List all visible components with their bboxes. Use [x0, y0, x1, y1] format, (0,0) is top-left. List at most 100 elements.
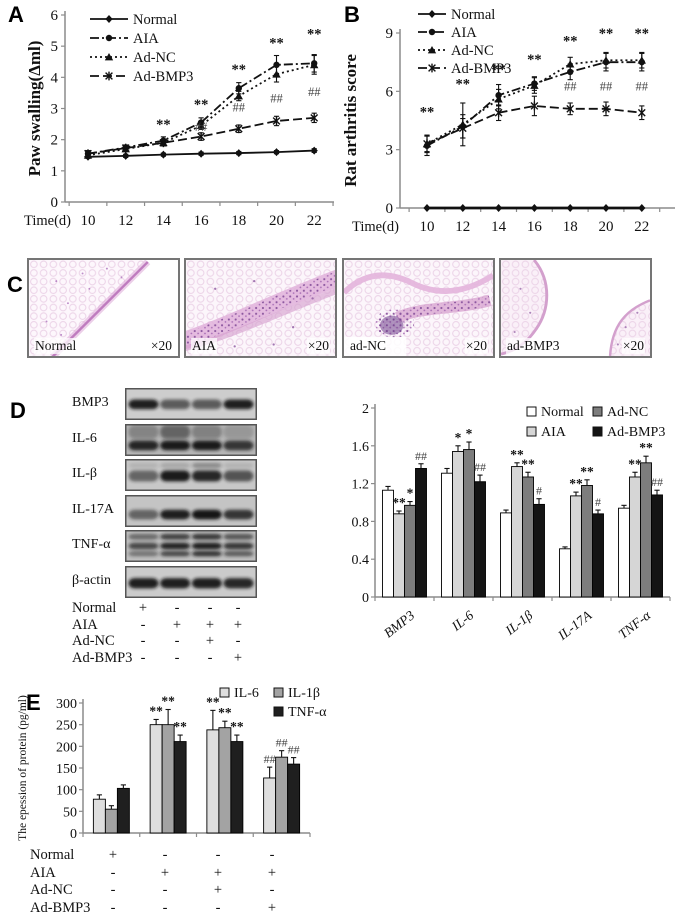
svg-text:16: 16 [527, 219, 543, 235]
svg-text:Ad-NC: Ad-NC [133, 50, 176, 66]
condition-cell: + [267, 864, 277, 881]
condition-cell: - [140, 649, 146, 666]
svg-text:**: ** [230, 719, 244, 734]
blot-row-label: BMP3 [72, 395, 109, 410]
svg-text:Ad-BMP3: Ad-BMP3 [607, 425, 665, 440]
svg-text:0: 0 [70, 827, 77, 842]
svg-text:Paw swalling(Δml): Paw swalling(Δml) [25, 41, 44, 177]
svg-text:**: ** [194, 97, 209, 113]
condition-cell: + [213, 882, 223, 898]
condition-row-label: AIA [72, 616, 98, 633]
magnification-label: ×20 [621, 338, 645, 354]
svg-text:6: 6 [386, 84, 394, 100]
svg-text:IL-1β: IL-1β [288, 686, 320, 701]
condition-cell: - [162, 882, 168, 898]
condition-cell: + [233, 616, 243, 633]
svg-text:IL-6: IL-6 [234, 686, 259, 701]
blot-image-IL-17A [125, 494, 257, 527]
svg-text:**: ** [392, 495, 406, 510]
condition-cell: + [213, 864, 223, 881]
svg-text:Normal: Normal [133, 12, 177, 28]
svg-text:12: 12 [118, 213, 133, 229]
blot-image-β-actin [125, 565, 257, 598]
condition-row-label: Ad-BMP3 [72, 649, 133, 666]
magnification-label: ×20 [149, 338, 173, 354]
series-AIA [393, 445, 641, 598]
condition-cell: - [110, 864, 116, 881]
condition-row-label: Ad-NC [72, 633, 115, 649]
axes [61, 11, 334, 206]
condition-cell: - [207, 649, 213, 666]
condition-row-label: Normal [72, 600, 117, 616]
svg-text:Time(d): Time(d) [24, 213, 71, 229]
svg-text:#: # [595, 495, 601, 509]
svg-text:0.4: 0.4 [352, 553, 370, 568]
panel-d-bar-chart: 00.40.81.21.62*****************########B… [352, 402, 671, 644]
svg-text:TNF-α: TNF-α [615, 607, 654, 642]
svg-text:14: 14 [491, 219, 507, 235]
series-Ad-BMP3 [84, 112, 319, 159]
svg-text:50: 50 [63, 805, 77, 820]
svg-text:22: 22 [307, 213, 322, 229]
svg-text:AIA: AIA [133, 31, 159, 47]
svg-text:0.8: 0.8 [352, 515, 370, 530]
svg-text:**: ** [599, 26, 614, 42]
legend: Normal AIA Ad-NC Ad-BMP3 [90, 12, 193, 85]
svg-text:2: 2 [362, 402, 369, 417]
svg-text:**: ** [521, 456, 535, 471]
svg-text:1.6: 1.6 [352, 440, 370, 455]
panel-label-c: C [7, 272, 23, 297]
svg-text:AIA: AIA [451, 25, 477, 41]
svg-text:**: ** [635, 26, 650, 42]
panel-label-b: B [344, 2, 360, 27]
svg-text:*: * [466, 426, 473, 441]
condition-cell: - [269, 882, 275, 898]
svg-text:10: 10 [420, 219, 435, 235]
histology-image-ad-nc: ad-NC ×20 [342, 258, 495, 358]
condition-cell: - [174, 649, 180, 666]
svg-text:**: ** [527, 52, 542, 68]
series-Ad-BMP3 [415, 463, 663, 598]
svg-text:##: ## [288, 743, 300, 757]
condition-cell: - [140, 633, 146, 649]
condition-row-label: Ad-BMP3 [30, 899, 91, 916]
svg-text:The epession of protein (pg/ml: The epession of protein (pg/ml) [17, 695, 29, 841]
svg-text:20: 20 [599, 219, 614, 235]
svg-text:BMP3: BMP3 [381, 607, 418, 640]
condition-cell: + [138, 600, 148, 616]
condition-cell: - [207, 600, 213, 616]
svg-text:2: 2 [51, 133, 59, 149]
condition-cell: - [174, 600, 180, 616]
svg-text:##: ## [276, 736, 288, 750]
svg-text:**: ** [218, 705, 232, 720]
svg-text:Time(d): Time(d) [352, 219, 399, 235]
svg-text:##: ## [636, 79, 649, 93]
svg-text:**: ** [491, 62, 506, 78]
svg-text:Ad-BMP3: Ad-BMP3 [133, 69, 193, 85]
panel-label-e: E [26, 690, 41, 715]
blot-row-label: IL-17A [72, 501, 114, 517]
series-Normal [423, 204, 646, 212]
svg-text:*: * [455, 430, 462, 445]
histology-image-normal: Normal ×20 [27, 258, 180, 358]
condition-cell: - [140, 616, 146, 633]
svg-text:18: 18 [231, 213, 246, 229]
condition-cell: + [205, 633, 215, 649]
svg-text:IL-1β: IL-1β [502, 607, 536, 638]
svg-text:Normal: Normal [541, 405, 584, 420]
svg-text:5: 5 [51, 39, 59, 55]
svg-text:##: ## [600, 79, 613, 93]
svg-text:**: ** [628, 456, 642, 471]
histology-label: ad-BMP3 [506, 338, 561, 354]
svg-text:**: ** [420, 105, 435, 121]
histology-label: AIA [191, 338, 217, 354]
histology-label: Normal [34, 338, 78, 354]
svg-text:200: 200 [56, 740, 77, 755]
condition-cell: + [160, 864, 170, 881]
blot-row-label: IL-6 [72, 430, 97, 446]
svg-text:150: 150 [56, 762, 77, 777]
svg-text:**: ** [307, 26, 322, 42]
condition-cell: - [235, 600, 241, 616]
svg-text:##: ## [308, 85, 321, 99]
svg-text:AIA: AIA [541, 425, 567, 440]
